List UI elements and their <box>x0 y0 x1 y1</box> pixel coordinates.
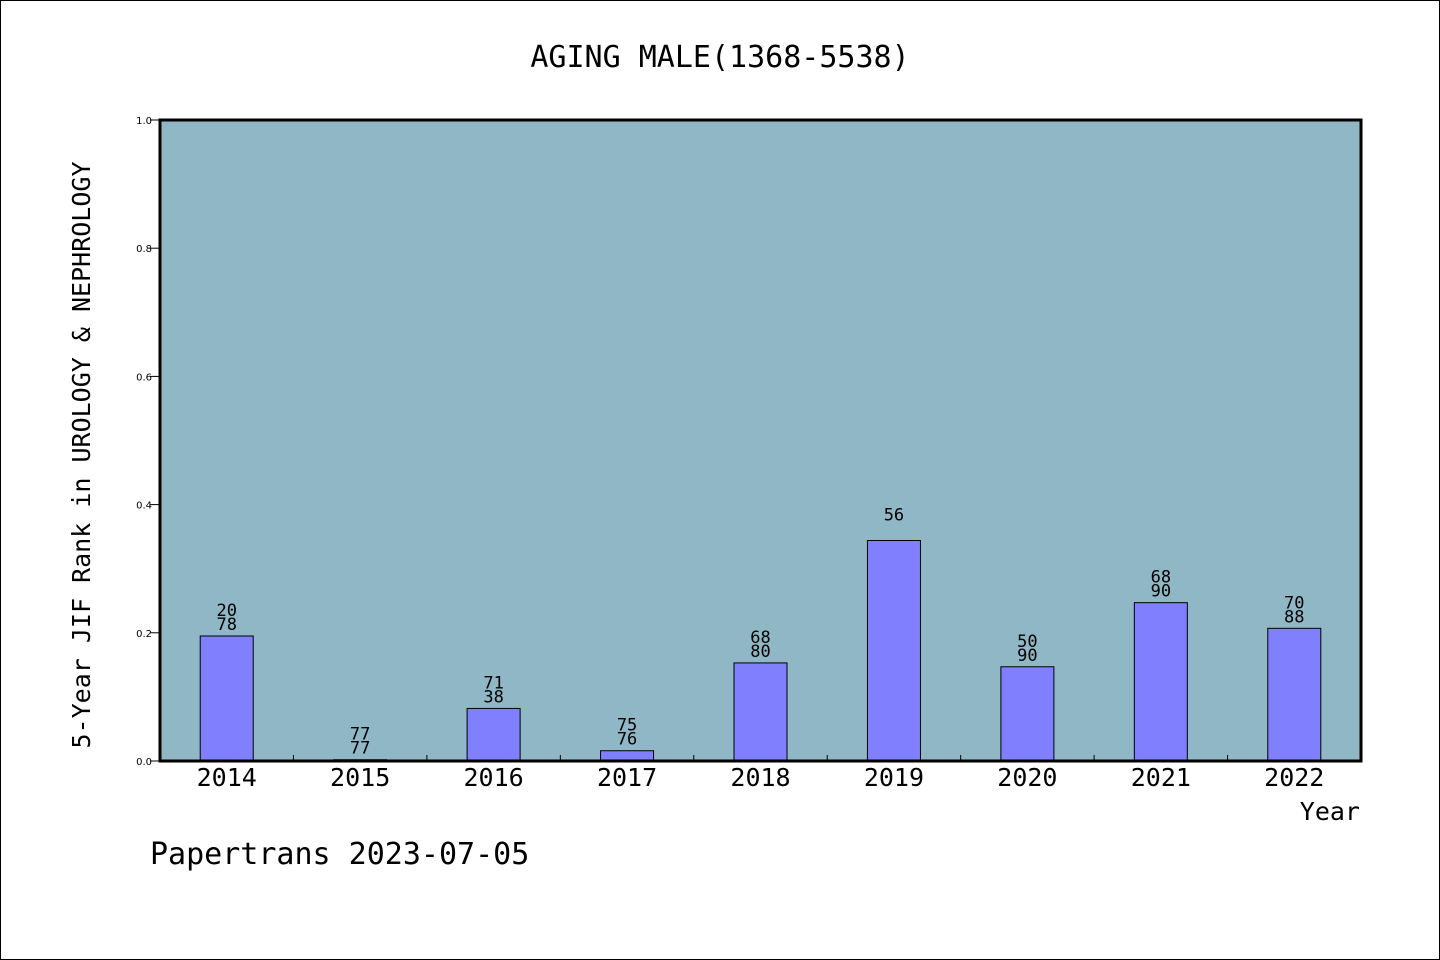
bar-label: 70 <box>1284 593 1304 613</box>
x-tick-label: 2019 <box>864 763 924 792</box>
bar-label: 50 <box>1017 632 1037 652</box>
y-tick-label: 1.0 <box>136 116 152 127</box>
bar-label: 71 <box>483 673 503 693</box>
bar-label: 80 <box>750 642 770 662</box>
x-tick-label: 2018 <box>730 763 790 792</box>
bar-label: 56 <box>884 505 904 525</box>
x-axis-label: Year <box>1300 797 1360 826</box>
bar-label: 77 <box>350 739 370 759</box>
x-tick-label: 2022 <box>1264 763 1324 792</box>
bar-label: 38 <box>483 687 503 707</box>
footer-text: Papertrans 2023-07-05 <box>150 837 529 872</box>
bar-label: 77 <box>350 725 370 745</box>
y-tick-label: 0.6 <box>136 372 152 383</box>
x-tick-label: 2020 <box>997 763 1057 792</box>
y-tick-label: 0.0 <box>136 757 152 768</box>
bar-label: 90 <box>1151 582 1171 602</box>
chart-title: AGING MALE(1368-5538) <box>530 40 909 75</box>
bar-2019 <box>866 539 921 762</box>
bar-2020 <box>1000 666 1055 762</box>
bar-2014 <box>199 635 254 762</box>
x-tick-label: 2017 <box>597 763 657 792</box>
bar-label: 88 <box>1284 607 1304 627</box>
bar-2018 <box>733 662 788 762</box>
x-tick-label: 2021 <box>1131 763 1191 792</box>
bar-2022 <box>1267 627 1322 762</box>
bar-label: 68 <box>1151 568 1171 588</box>
y-axis-label: 5-Year JIF Rank in UROLOGY & NEPHROLOGY <box>67 162 96 749</box>
y-tick-label: 0.4 <box>136 501 152 512</box>
bar-2021 <box>1133 602 1188 762</box>
bar-label: 76 <box>617 730 637 750</box>
plot-border <box>158 118 1363 763</box>
bar-label: 75 <box>617 716 637 736</box>
x-tick-label: 2016 <box>464 763 524 792</box>
bar-label: 68 <box>750 628 770 648</box>
bar-2017 <box>600 750 655 762</box>
bar-label: 20 <box>216 601 236 621</box>
y-axis: 0.0 0.2 0.4 0.6 0.8 1.0 <box>136 116 160 768</box>
x-tick-label: 2014 <box>197 763 257 792</box>
x-axis: 2014 2015 2016 2017 2018 2019 2020 2021 2022 <box>197 755 1324 792</box>
x-tick-label: 2015 <box>330 763 390 792</box>
bar-2016 <box>466 707 521 762</box>
y-tick-label: 0.2 <box>136 629 152 640</box>
bar-label: 90 <box>1017 646 1037 666</box>
y-tick-label: 0.8 <box>136 244 152 255</box>
bar-label: 78 <box>216 615 236 635</box>
